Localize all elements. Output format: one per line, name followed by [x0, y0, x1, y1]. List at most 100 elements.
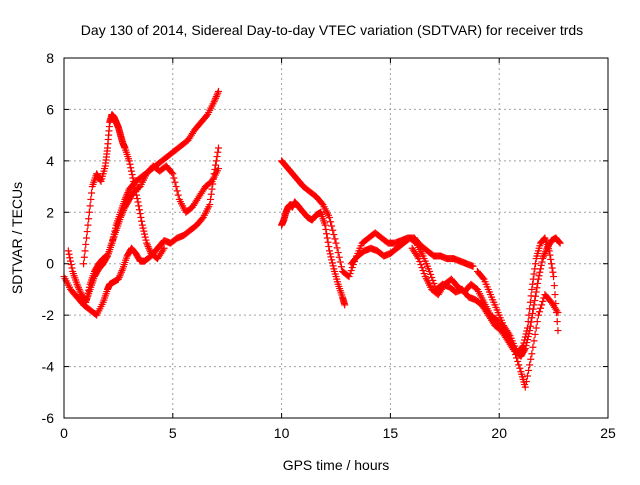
data-point [327, 253, 335, 261]
series-track-6 [278, 157, 477, 281]
data-point [427, 270, 435, 278]
data-point [128, 171, 136, 179]
data-point [550, 282, 558, 290]
data-point [538, 301, 546, 309]
data-point [539, 297, 547, 305]
data-point [140, 227, 148, 235]
data-point [530, 270, 538, 278]
data-point [168, 168, 176, 176]
data-point [547, 255, 555, 263]
data-point [527, 318, 535, 326]
data-point [76, 287, 84, 295]
y-tick-label: -6 [42, 410, 55, 426]
data-point [538, 258, 546, 266]
x-tick-label: 0 [60, 425, 68, 441]
series-track-8 [408, 234, 562, 358]
data-point [535, 308, 543, 316]
data-point [65, 250, 73, 258]
data-point [514, 357, 522, 365]
data-point [521, 383, 529, 391]
data-point [85, 283, 93, 291]
data-point [528, 285, 536, 293]
data-point [116, 272, 124, 280]
x-tick-label: 25 [600, 425, 616, 441]
data-point [75, 285, 83, 293]
data-point [210, 98, 218, 106]
data-point [323, 230, 331, 238]
data-point [146, 246, 154, 254]
data-point [426, 267, 434, 275]
data-point [212, 93, 220, 101]
data-point [96, 176, 104, 184]
data-point [83, 292, 91, 300]
data-point [332, 239, 340, 247]
data-point [529, 305, 537, 313]
data-point [553, 318, 561, 326]
data-point [214, 165, 222, 173]
data-point [74, 282, 82, 290]
data-point [528, 314, 536, 322]
data-point [525, 330, 533, 338]
data-point [527, 355, 535, 363]
data-point [542, 246, 550, 254]
data-point [67, 257, 75, 265]
data-point [142, 236, 150, 244]
data-point [420, 270, 428, 278]
data-point [521, 345, 529, 353]
data-point [523, 372, 531, 380]
data-point [325, 247, 333, 255]
grid-lines [64, 58, 608, 418]
data-point [133, 195, 141, 203]
data-point [214, 148, 222, 156]
data-point [537, 304, 545, 312]
y-tick-label: 8 [46, 50, 54, 66]
data-point [126, 160, 134, 168]
y-tick-label: -4 [42, 359, 55, 375]
data-point [81, 247, 89, 255]
data-point [114, 275, 122, 283]
data-point [529, 309, 537, 317]
data-point [419, 267, 427, 275]
data-point [73, 280, 81, 288]
data-point [526, 327, 534, 335]
data-point [536, 268, 544, 276]
data-point [207, 195, 215, 203]
data-point [214, 144, 222, 152]
data-point [85, 286, 93, 294]
data-point [143, 241, 151, 249]
data-point [539, 255, 547, 263]
y-tick-label: 0 [46, 256, 54, 272]
data-point [137, 213, 145, 221]
data-point [80, 253, 88, 261]
x-axis-ticks: 0 5 10 15 20 25 [60, 58, 616, 441]
data-point [331, 235, 339, 243]
data-point [418, 264, 426, 272]
series-track-5 [278, 198, 349, 309]
x-tick-label: 20 [491, 425, 507, 441]
data-point [141, 233, 149, 241]
y-tick-label: 2 [46, 204, 54, 220]
data-point [428, 273, 436, 281]
data-point [555, 238, 563, 246]
data-point [172, 183, 180, 191]
data-point [532, 288, 540, 296]
data-point [341, 301, 349, 309]
data-point [117, 270, 125, 278]
data-point [134, 198, 142, 206]
data-point [522, 378, 530, 386]
data-point [135, 202, 143, 210]
data-point [127, 167, 135, 175]
data-point [173, 187, 181, 195]
data-point [125, 157, 133, 165]
data-point [206, 201, 214, 209]
data-point [469, 262, 477, 270]
data-point [64, 247, 72, 255]
data-point [117, 212, 125, 220]
data-point [139, 224, 147, 232]
data-point [82, 240, 90, 248]
data-points [60, 87, 564, 391]
data-point [531, 260, 539, 268]
data-point [323, 234, 331, 242]
data-point [82, 295, 90, 303]
